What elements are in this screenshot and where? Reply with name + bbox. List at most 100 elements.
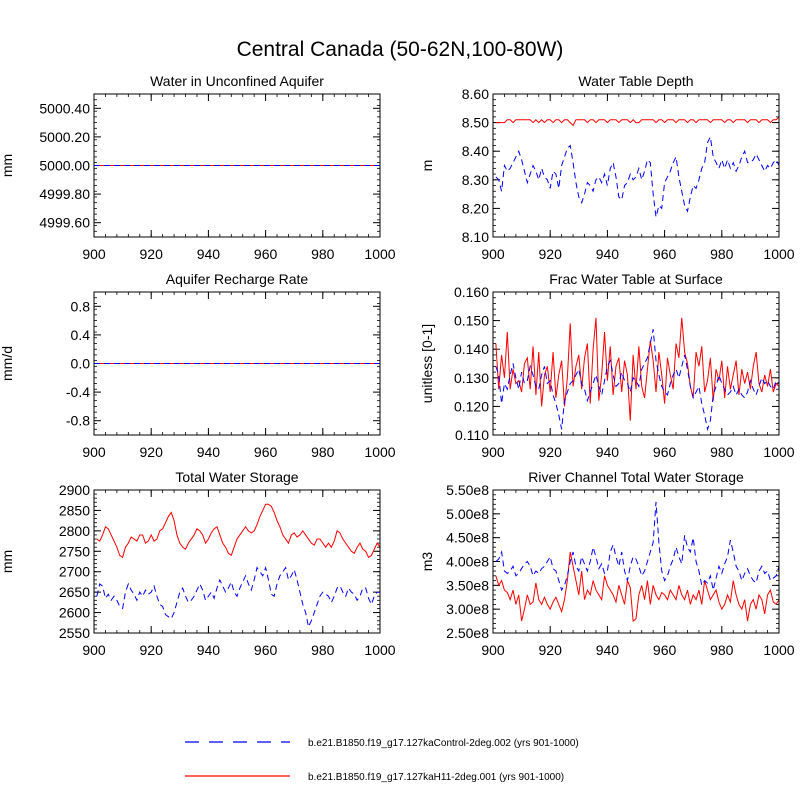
y-tick-label: 5000.00 [39, 158, 90, 174]
series-line-control [495, 501, 780, 592]
y-axis-label: m [419, 160, 435, 172]
y-tick-label: 2550 [59, 625, 90, 641]
x-tick-label: 920 [140, 642, 164, 658]
x-tick-label: 900 [481, 246, 505, 262]
y-tick-label: -0.8 [66, 413, 90, 429]
x-tick-label: 1000 [364, 246, 395, 262]
x-tick-label: 900 [481, 642, 505, 658]
x-tick-label: 980 [710, 642, 734, 658]
plot-frame [93, 489, 381, 634]
series-line-h11 [495, 116, 780, 127]
x-tick-label: 920 [140, 246, 164, 262]
y-tick-label: 2750 [59, 543, 90, 559]
y-tick-label: 0.0 [71, 356, 91, 372]
chart-title: Water Table Depth [578, 73, 693, 89]
y-tick-label: 5.00e8 [446, 506, 489, 522]
series-line-h11 [96, 503, 381, 559]
x-tick-label: 900 [82, 246, 106, 262]
y-tick-label: 8.50 [462, 115, 489, 131]
y-tick-label: 8.20 [462, 200, 489, 216]
y-tick-label: 5000.40 [39, 100, 90, 116]
y-tick-label: 4999.60 [39, 215, 90, 231]
y-tick-label: 2800 [59, 523, 90, 539]
series-line-h11 [495, 317, 780, 421]
legend: b.e21.B1850.f19_g17.127kaControl-2deg.00… [185, 738, 579, 783]
x-tick-label: 980 [710, 246, 734, 262]
y-axis-label: mm [0, 550, 15, 573]
chart-panel-3: Aquifer Recharge Rate mm/d 900 920 940 960 980… [0, 271, 396, 460]
x-tick-label: 960 [653, 642, 677, 658]
x-tick-label: 960 [254, 444, 278, 460]
y-tick-label: 2.50e8 [446, 625, 489, 641]
y-tick-label: 8.30 [462, 172, 489, 188]
y-tick-label: 0.110 [455, 427, 489, 443]
x-tick-label: 940 [197, 642, 221, 658]
y-tick-label: 0.8 [71, 298, 91, 314]
legend-label-control: b.e21.B1850.f19_g17.127kaControl-2deg.00… [308, 738, 579, 749]
y-tick-label: 5000.20 [39, 129, 90, 145]
y-tick-label: 2650 [59, 584, 90, 600]
y-tick-label: 0.140 [454, 341, 489, 357]
x-tick-label: 940 [596, 444, 620, 460]
x-tick-label: 980 [311, 246, 335, 262]
x-tick-label: 980 [311, 444, 335, 460]
series-line-h11 [495, 551, 780, 623]
x-tick-label: 980 [710, 444, 734, 460]
y-axis-label: mm/d [0, 346, 15, 381]
chart-panel-2: Water Table Depth m 900 920 940 960 980 1000 8.1… [419, 73, 795, 262]
plot-frame [93, 291, 381, 436]
series-line-control [495, 329, 780, 432]
chart-title: Frac Water Table at Surface [549, 271, 723, 287]
plot-frame [492, 291, 780, 436]
x-tick-label: 1000 [364, 642, 395, 658]
chart-title: Aquifer Recharge Rate [166, 271, 309, 287]
y-axis-label: m3 [419, 552, 435, 572]
x-tick-label: 940 [596, 246, 620, 262]
y-tick-label: 2700 [59, 564, 90, 580]
y-tick-label: 2850 [59, 502, 90, 518]
x-tick-label: 980 [311, 642, 335, 658]
chart-panels: Water in Unconfined Aquifer mm 900 920 940 96… [0, 73, 795, 658]
y-tick-label: 8.60 [462, 86, 489, 102]
y-tick-label: 0.120 [454, 398, 489, 414]
chart-panel-6: River Channel Total Water Storage m3 900 92… [419, 469, 795, 658]
x-tick-label: 940 [596, 642, 620, 658]
legend-label-h11: b.e21.B1850.f19_g17.127kaH11-2deg.001 (y… [308, 772, 564, 783]
y-tick-label: 2900 [59, 482, 90, 498]
x-tick-label: 900 [82, 642, 106, 658]
x-tick-label: 1000 [763, 444, 794, 460]
y-tick-label: 2600 [59, 605, 90, 621]
x-tick-label: 1000 [763, 246, 794, 262]
x-tick-label: 920 [140, 444, 164, 460]
x-tick-label: 1000 [763, 642, 794, 658]
y-tick-label: -0.4 [66, 384, 90, 400]
y-tick-label: 8.40 [462, 143, 489, 159]
chart-title: River Channel Total Water Storage [528, 469, 744, 485]
chart-title: Total Water Storage [175, 469, 298, 485]
y-tick-label: 0.160 [454, 284, 489, 300]
y-tick-label: 4.00e8 [446, 554, 489, 570]
y-tick-label: 3.50e8 [446, 577, 489, 593]
y-tick-label: 5.50e8 [446, 482, 489, 498]
chart-panel-4: Frac Water Table at Surface unitless [0-1… [419, 271, 795, 460]
y-tick-label: 4.50e8 [446, 530, 489, 546]
y-tick-label: 0.150 [454, 313, 489, 329]
y-tick-label: 8.10 [462, 229, 489, 245]
y-tick-label: 0.130 [454, 370, 489, 386]
y-tick-label: 3.00e8 [446, 601, 489, 617]
y-tick-label: 4999.80 [39, 186, 90, 202]
x-tick-label: 960 [653, 444, 677, 460]
x-tick-label: 960 [653, 246, 677, 262]
y-axis-label: unitless [0-1] [419, 324, 435, 403]
series-line-control [96, 565, 380, 629]
series-line-control [495, 135, 780, 218]
x-tick-label: 920 [539, 642, 563, 658]
x-tick-label: 900 [82, 444, 106, 460]
plot-frame [492, 93, 780, 238]
plot-frame [93, 93, 381, 238]
y-tick-label: 0.4 [71, 327, 91, 343]
x-tick-label: 960 [254, 246, 278, 262]
chart-title: Water in Unconfined Aquifer [150, 73, 324, 89]
plot-frame [492, 489, 780, 634]
